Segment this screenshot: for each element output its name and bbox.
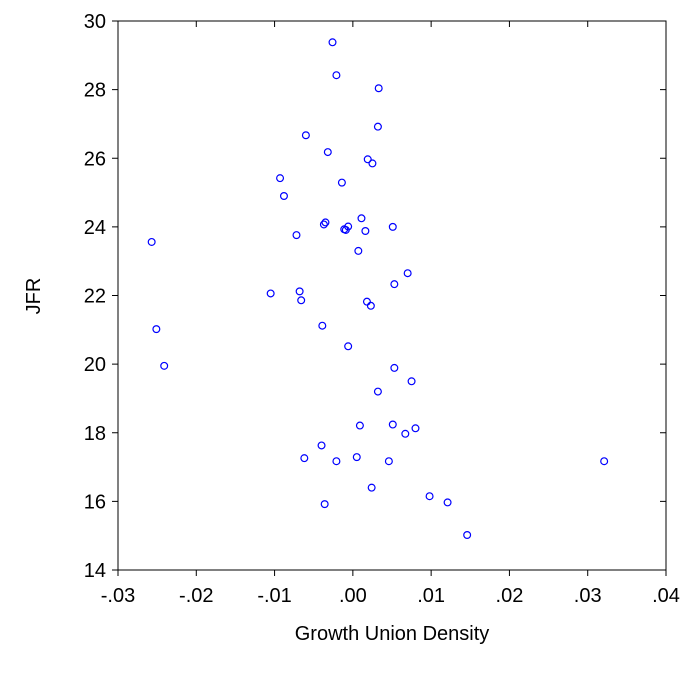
scatter-point <box>276 174 285 183</box>
scatter-point <box>362 297 371 306</box>
scatter-point <box>355 421 364 430</box>
y-tick-label: 30 <box>84 11 106 33</box>
scatter-point <box>411 424 420 433</box>
scatter-point <box>368 159 377 168</box>
data-points <box>147 38 609 540</box>
scatter-point <box>373 387 382 396</box>
scatter-point <box>319 220 328 229</box>
x-axis-title: Growth Union Density <box>295 623 490 645</box>
y-tick-label: 22 <box>84 286 106 308</box>
x-tick-label: .02 <box>496 585 524 607</box>
scatter-point <box>443 498 452 507</box>
scatter-point <box>323 148 332 157</box>
y-tick-label: 28 <box>84 80 106 102</box>
scatter-point <box>332 71 341 80</box>
scatter-point <box>388 222 397 231</box>
scatter-point <box>295 287 304 296</box>
scatter-point <box>301 131 310 140</box>
scatter-point <box>367 483 376 492</box>
scatter-point <box>374 84 383 93</box>
scatter-point <box>401 429 410 438</box>
x-tick-label: -.01 <box>257 585 291 607</box>
y-tick-label: 26 <box>84 148 106 170</box>
y-tick-label: 24 <box>84 217 106 239</box>
scatter-point <box>390 363 399 372</box>
y-tick-label: 20 <box>84 354 106 376</box>
scatter-point <box>160 361 169 370</box>
y-tick-label: 18 <box>84 423 106 445</box>
scatter-point <box>373 122 382 131</box>
scatter-point <box>147 237 156 246</box>
x-tick-label: -.03 <box>101 585 135 607</box>
scatter-point <box>337 178 346 187</box>
scatter-point <box>318 321 327 330</box>
scatter-point <box>425 492 434 501</box>
scatter-point <box>297 296 306 305</box>
y-tick-label: 16 <box>84 491 106 513</box>
scatter-point <box>266 289 275 298</box>
scatter-point <box>354 246 363 255</box>
scatter-point <box>363 155 372 164</box>
scatter-point <box>390 280 399 289</box>
scatter-point <box>463 531 472 540</box>
scatter-point <box>344 342 353 351</box>
x-tick-label: .01 <box>417 585 445 607</box>
x-tick-label: .03 <box>574 585 602 607</box>
scatter-point <box>341 225 350 234</box>
scatter-point <box>292 231 301 240</box>
scatter-point <box>321 218 330 227</box>
y-tick-label: 14 <box>84 560 106 582</box>
x-axis-ticks: -.03 -.02 -.01 .00 .01 .02 .03 .04 <box>101 21 680 607</box>
scatter-point <box>388 420 397 429</box>
plot-frame <box>117 20 667 571</box>
scatter-point <box>300 454 309 463</box>
scatter-point <box>320 500 329 509</box>
scatter-point <box>317 441 326 450</box>
scatter-point <box>407 377 416 386</box>
scatter-point <box>361 226 370 235</box>
scatter-point <box>403 269 412 278</box>
scatter-point <box>384 457 393 466</box>
y-axis-ticks: 14 16 18 20 22 24 26 28 30 <box>84 11 666 582</box>
scatter-point <box>366 301 375 310</box>
scatter-point <box>328 38 337 47</box>
scatter-point <box>357 214 366 223</box>
x-tick-label: -.02 <box>179 585 213 607</box>
x-tick-label: .04 <box>652 585 680 607</box>
x-tick-label: .00 <box>339 585 367 607</box>
scatter-point <box>279 191 288 200</box>
scatter-point <box>332 457 341 466</box>
scatter-point <box>352 453 361 462</box>
y-axis-title: JFR <box>23 278 45 315</box>
scatter-point <box>600 457 609 466</box>
scatter-point <box>152 325 161 334</box>
